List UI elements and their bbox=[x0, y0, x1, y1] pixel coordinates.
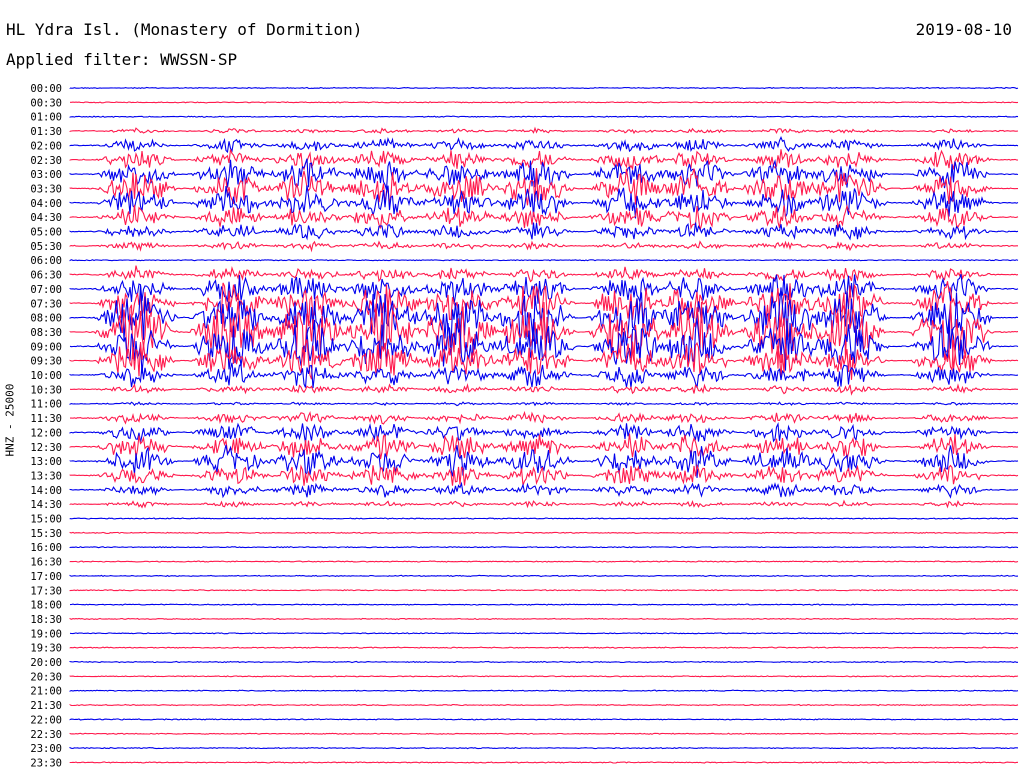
trace-row bbox=[69, 158, 1019, 190]
trace-row bbox=[69, 481, 1019, 499]
time-tick-label: 11:00 bbox=[30, 399, 62, 411]
time-tick-label: 16:00 bbox=[30, 542, 62, 554]
time-tick-label: 00:30 bbox=[30, 97, 62, 109]
trace-row bbox=[69, 185, 1019, 220]
time-tick-label: 20:30 bbox=[30, 671, 62, 683]
trace-row bbox=[69, 517, 1019, 520]
trace-row bbox=[69, 281, 1019, 328]
time-tick-label: 04:30 bbox=[30, 212, 62, 224]
time-tick-label: 14:30 bbox=[30, 499, 62, 511]
time-tick-label: 11:30 bbox=[30, 413, 62, 425]
time-tick-label: 13:00 bbox=[30, 456, 62, 468]
trace-row bbox=[69, 401, 1019, 407]
time-tick-label: 04:00 bbox=[30, 198, 62, 210]
trace-row bbox=[69, 574, 1019, 578]
station-title: HL Ydra Isl. (Monastery of Dormition) bbox=[6, 20, 363, 39]
trace-row bbox=[69, 126, 1019, 135]
time-tick-label: 01:00 bbox=[30, 112, 62, 124]
time-tick-label: 23:00 bbox=[30, 743, 62, 755]
time-tick-label: 17:30 bbox=[30, 585, 62, 597]
trace-row bbox=[69, 382, 1018, 396]
time-tick-label: 07:30 bbox=[30, 298, 62, 310]
time-tick-label: 15:00 bbox=[30, 514, 62, 526]
trace-row bbox=[69, 603, 1019, 606]
trace-row bbox=[69, 86, 1019, 90]
filter-label: Applied filter: WWSSN-SP bbox=[6, 50, 238, 69]
trace-row bbox=[69, 589, 1019, 592]
trace-row bbox=[69, 546, 1019, 549]
trace-row bbox=[69, 531, 1019, 534]
trace-row bbox=[69, 703, 1019, 707]
time-tick-label: 03:00 bbox=[30, 169, 62, 181]
trace-row bbox=[69, 410, 1019, 425]
trace-row bbox=[69, 746, 1019, 750]
trace-row bbox=[69, 732, 1019, 735]
time-tick-label: 12:30 bbox=[30, 442, 62, 454]
trace-row bbox=[69, 632, 1019, 635]
time-tick-label: 01:30 bbox=[30, 126, 62, 138]
time-tick-label: 17:00 bbox=[30, 571, 62, 583]
time-tick-label: 15:30 bbox=[30, 528, 62, 540]
trace-row bbox=[69, 259, 1019, 262]
trace-row bbox=[69, 421, 1019, 443]
date-label: 2019-08-10 bbox=[915, 20, 1012, 39]
time-tick-label: 06:30 bbox=[30, 270, 62, 282]
time-tick-label: 09:00 bbox=[30, 341, 62, 353]
time-tick-label: 16:30 bbox=[30, 557, 62, 569]
time-tick-label: 10:00 bbox=[30, 370, 62, 382]
time-tick-label: 18:30 bbox=[30, 614, 62, 626]
time-tick-label: 05:00 bbox=[30, 227, 62, 239]
time-tick-label: 19:30 bbox=[30, 643, 62, 655]
time-tick-label: 02:00 bbox=[30, 140, 62, 152]
time-tick-label: 10:30 bbox=[30, 384, 62, 396]
time-tick-label: 06:00 bbox=[30, 255, 62, 267]
time-tick-label: 13:30 bbox=[30, 470, 62, 482]
trace-row bbox=[69, 222, 1019, 241]
trace-row bbox=[69, 718, 1019, 721]
trace-row bbox=[69, 646, 1019, 649]
time-tick-label: 20:00 bbox=[30, 657, 62, 669]
time-tick-label: 22:30 bbox=[30, 729, 62, 741]
time-tick-label: 23:30 bbox=[30, 757, 62, 769]
time-tick-label: 12:00 bbox=[30, 427, 62, 439]
trace-row bbox=[69, 560, 1019, 563]
trace-row bbox=[69, 339, 1019, 380]
trace-row bbox=[70, 101, 1019, 104]
trace-row bbox=[69, 761, 1019, 764]
time-tick-label: 08:00 bbox=[30, 313, 62, 325]
time-tick-label: 18:00 bbox=[30, 600, 62, 612]
trace-row bbox=[69, 362, 1019, 389]
trace-row bbox=[69, 292, 1019, 371]
time-tick-label: 21:00 bbox=[30, 686, 62, 698]
trace-row bbox=[69, 660, 1018, 664]
time-tick-label: 09:30 bbox=[30, 356, 62, 368]
trace-row bbox=[69, 689, 1019, 692]
time-tick-label: 14:00 bbox=[30, 485, 62, 497]
time-tick-label: 05:30 bbox=[30, 241, 62, 253]
trace-row bbox=[69, 433, 1019, 460]
time-tick-label: 21:30 bbox=[30, 700, 62, 712]
time-tick-label: 03:30 bbox=[30, 183, 62, 195]
trace-row bbox=[69, 499, 1019, 509]
trace-row bbox=[69, 204, 1019, 231]
time-tick-label: 08:30 bbox=[30, 327, 62, 339]
trace-row bbox=[69, 168, 1019, 206]
trace-row bbox=[69, 240, 1018, 253]
time-tick-label: 07:00 bbox=[30, 284, 62, 296]
trace-row bbox=[69, 135, 1019, 154]
trace-row bbox=[69, 463, 1019, 486]
trace-row bbox=[69, 274, 1019, 305]
trace-row bbox=[69, 675, 1019, 678]
time-tick-label: 00:00 bbox=[30, 83, 62, 95]
trace-row bbox=[69, 444, 1019, 478]
time-tick-label: 22:00 bbox=[30, 714, 62, 726]
time-tick-label: 19:00 bbox=[30, 628, 62, 640]
trace-row bbox=[69, 617, 1019, 621]
trace-row bbox=[69, 265, 1019, 283]
trace-row bbox=[69, 115, 1019, 118]
time-tick-label: 02:30 bbox=[30, 155, 62, 167]
